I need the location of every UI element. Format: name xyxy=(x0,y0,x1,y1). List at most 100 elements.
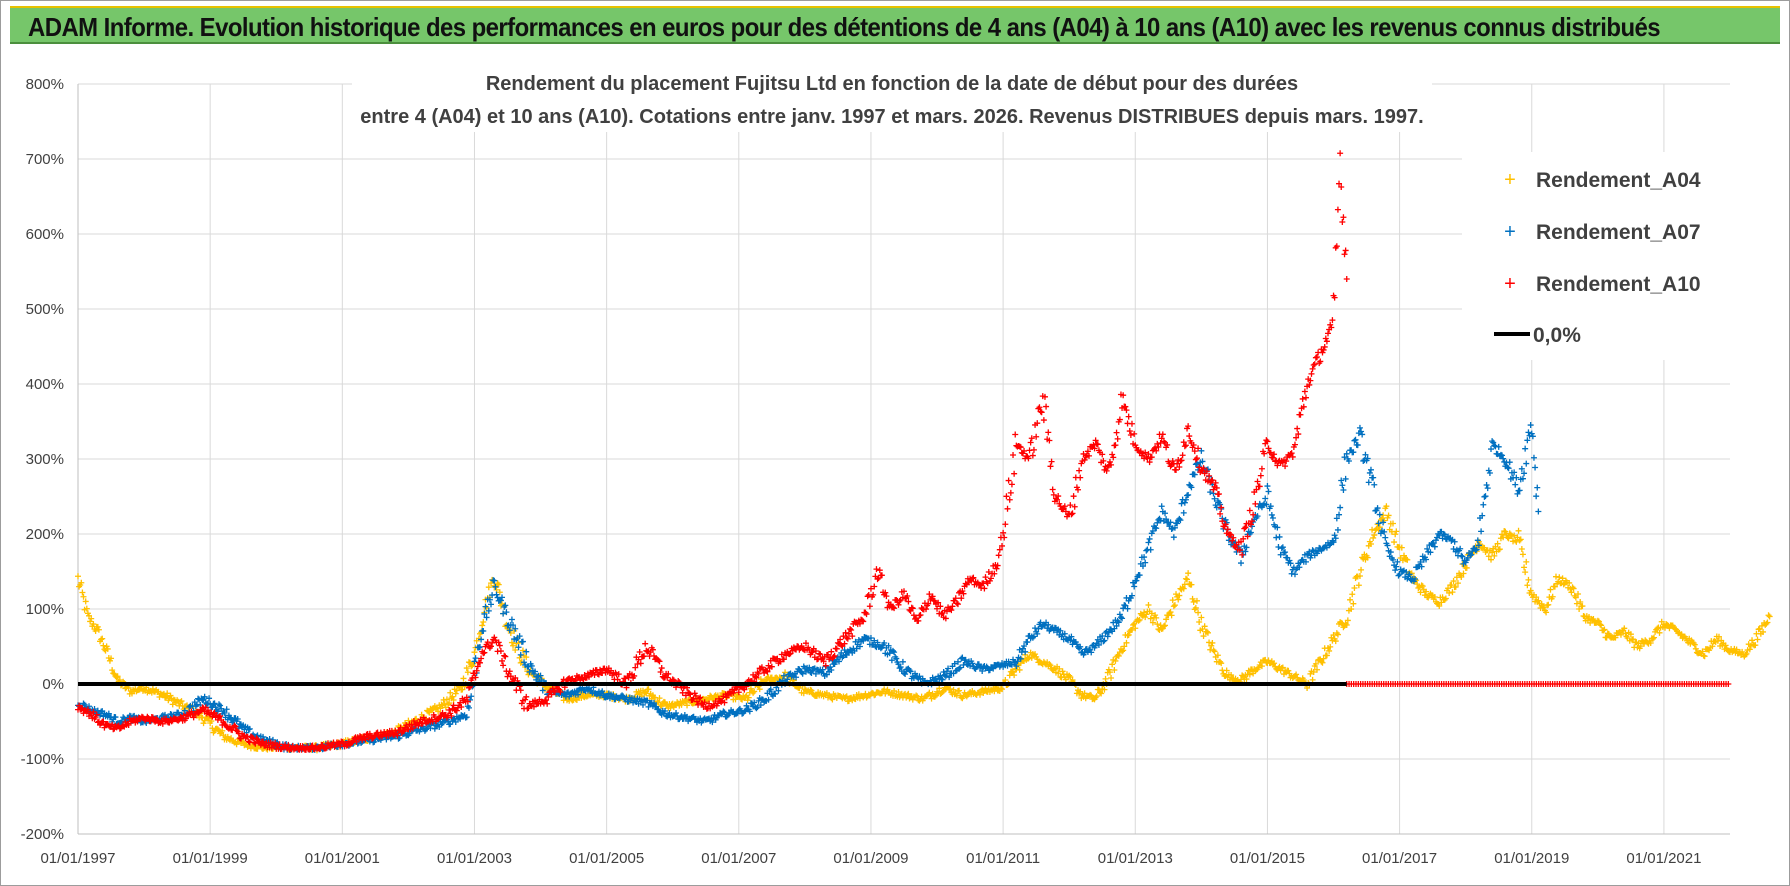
a10-point xyxy=(1295,431,1302,438)
a10-point xyxy=(923,606,930,613)
y-tick-label: -200% xyxy=(21,826,64,843)
a10-point xyxy=(650,652,657,659)
a10-point xyxy=(251,739,258,746)
a04-point xyxy=(219,727,226,734)
a10-point xyxy=(1308,370,1315,377)
a04-point xyxy=(1765,612,1772,619)
a04-point xyxy=(1211,648,1218,655)
a04-point xyxy=(1371,532,1378,539)
a10-point xyxy=(353,738,360,745)
a04-point xyxy=(90,621,97,628)
a04-point xyxy=(991,688,998,695)
a07-point xyxy=(206,695,213,702)
legend-label-a10: Rendement_A10 xyxy=(1536,273,1701,296)
a04-point xyxy=(1446,590,1453,597)
a07-point xyxy=(223,706,230,713)
a07-point xyxy=(1136,572,1143,579)
a04-point xyxy=(1188,581,1195,588)
a07-point xyxy=(537,672,544,679)
a10-point xyxy=(1209,477,1216,484)
a04-point xyxy=(1749,637,1756,644)
a07-point xyxy=(406,730,413,737)
a07-point xyxy=(639,701,646,708)
a07-point xyxy=(1171,524,1178,531)
series-a10-zero-band xyxy=(1343,681,1732,687)
a10-point xyxy=(484,639,491,646)
a04-point xyxy=(1120,647,1127,654)
y-tick-label: 500% xyxy=(26,301,64,318)
a10-point xyxy=(862,609,869,616)
a10-point xyxy=(1028,435,1035,442)
a07-point xyxy=(517,651,524,658)
a04-point xyxy=(1347,596,1354,603)
a04-point xyxy=(1217,658,1224,665)
a10-point xyxy=(1341,251,1348,258)
a04-point xyxy=(449,693,456,700)
a04-point xyxy=(1250,670,1257,677)
a10-point xyxy=(458,703,465,710)
a04-point xyxy=(79,589,86,596)
a10-point xyxy=(478,655,485,662)
a07-point xyxy=(371,738,378,745)
a04-point xyxy=(1743,650,1750,657)
a10-point xyxy=(1283,458,1290,465)
a04-point xyxy=(1167,609,1174,616)
y-tick-label: 200% xyxy=(26,526,64,543)
a10-point xyxy=(741,686,748,693)
a04-point xyxy=(1304,685,1311,692)
a04-point xyxy=(1355,582,1362,589)
a07-point xyxy=(1188,484,1195,491)
a10-point xyxy=(1333,243,1340,250)
a10-point xyxy=(1030,446,1037,453)
a10-point xyxy=(1001,534,1008,541)
a07-point xyxy=(199,697,206,704)
a07-point xyxy=(1262,495,1269,502)
a07-point xyxy=(1331,532,1338,539)
a04-point xyxy=(80,593,87,600)
a07-point xyxy=(1486,470,1493,477)
a04-point xyxy=(1088,692,1095,699)
a10-point xyxy=(204,707,211,714)
a07-point xyxy=(80,700,87,707)
a04-point xyxy=(1722,642,1729,649)
x-tick-label: 01/01/1999 xyxy=(173,850,248,867)
a07-point xyxy=(599,688,606,695)
a10-point xyxy=(231,722,238,729)
a07-point xyxy=(512,625,519,632)
a04-point xyxy=(1318,658,1325,665)
a10-point xyxy=(1327,321,1334,328)
a04-point xyxy=(1111,667,1118,674)
a10-point xyxy=(1059,506,1066,513)
a04-point xyxy=(443,696,450,703)
a10-point xyxy=(1061,503,1068,510)
a07-point xyxy=(1365,479,1372,486)
a04-point xyxy=(1175,596,1182,603)
y-tick-label: 700% xyxy=(26,151,64,168)
a07-point xyxy=(597,692,604,699)
a07-point xyxy=(1473,546,1480,553)
a07-point xyxy=(1371,481,1378,488)
a10-point xyxy=(1038,409,1045,416)
a07-point xyxy=(1374,505,1381,512)
chart-title-line-1: Rendement du placement Fujitsu Ltd en fo… xyxy=(486,73,1298,95)
a04-point xyxy=(1132,625,1139,632)
a07-point xyxy=(1524,437,1531,444)
a10-point xyxy=(232,723,239,730)
a04-point xyxy=(1511,532,1518,539)
a07-point xyxy=(1424,545,1431,552)
a07-point xyxy=(1490,439,1497,446)
x-tick-label: 01/01/2011 xyxy=(966,850,1040,867)
a04-point xyxy=(100,642,107,649)
x-tick-label: 01/01/2021 xyxy=(1626,850,1701,867)
a04-point xyxy=(92,628,99,635)
a10-point xyxy=(1159,431,1166,438)
a10-point xyxy=(686,690,693,697)
a10-point xyxy=(847,625,854,632)
a10-point xyxy=(1338,184,1345,191)
a10-point xyxy=(1182,442,1189,449)
a04-point xyxy=(1577,599,1584,606)
a04-point xyxy=(1496,546,1503,553)
a04-point xyxy=(829,696,836,703)
a10-point xyxy=(1033,433,1040,440)
a04-point xyxy=(1010,669,1017,676)
